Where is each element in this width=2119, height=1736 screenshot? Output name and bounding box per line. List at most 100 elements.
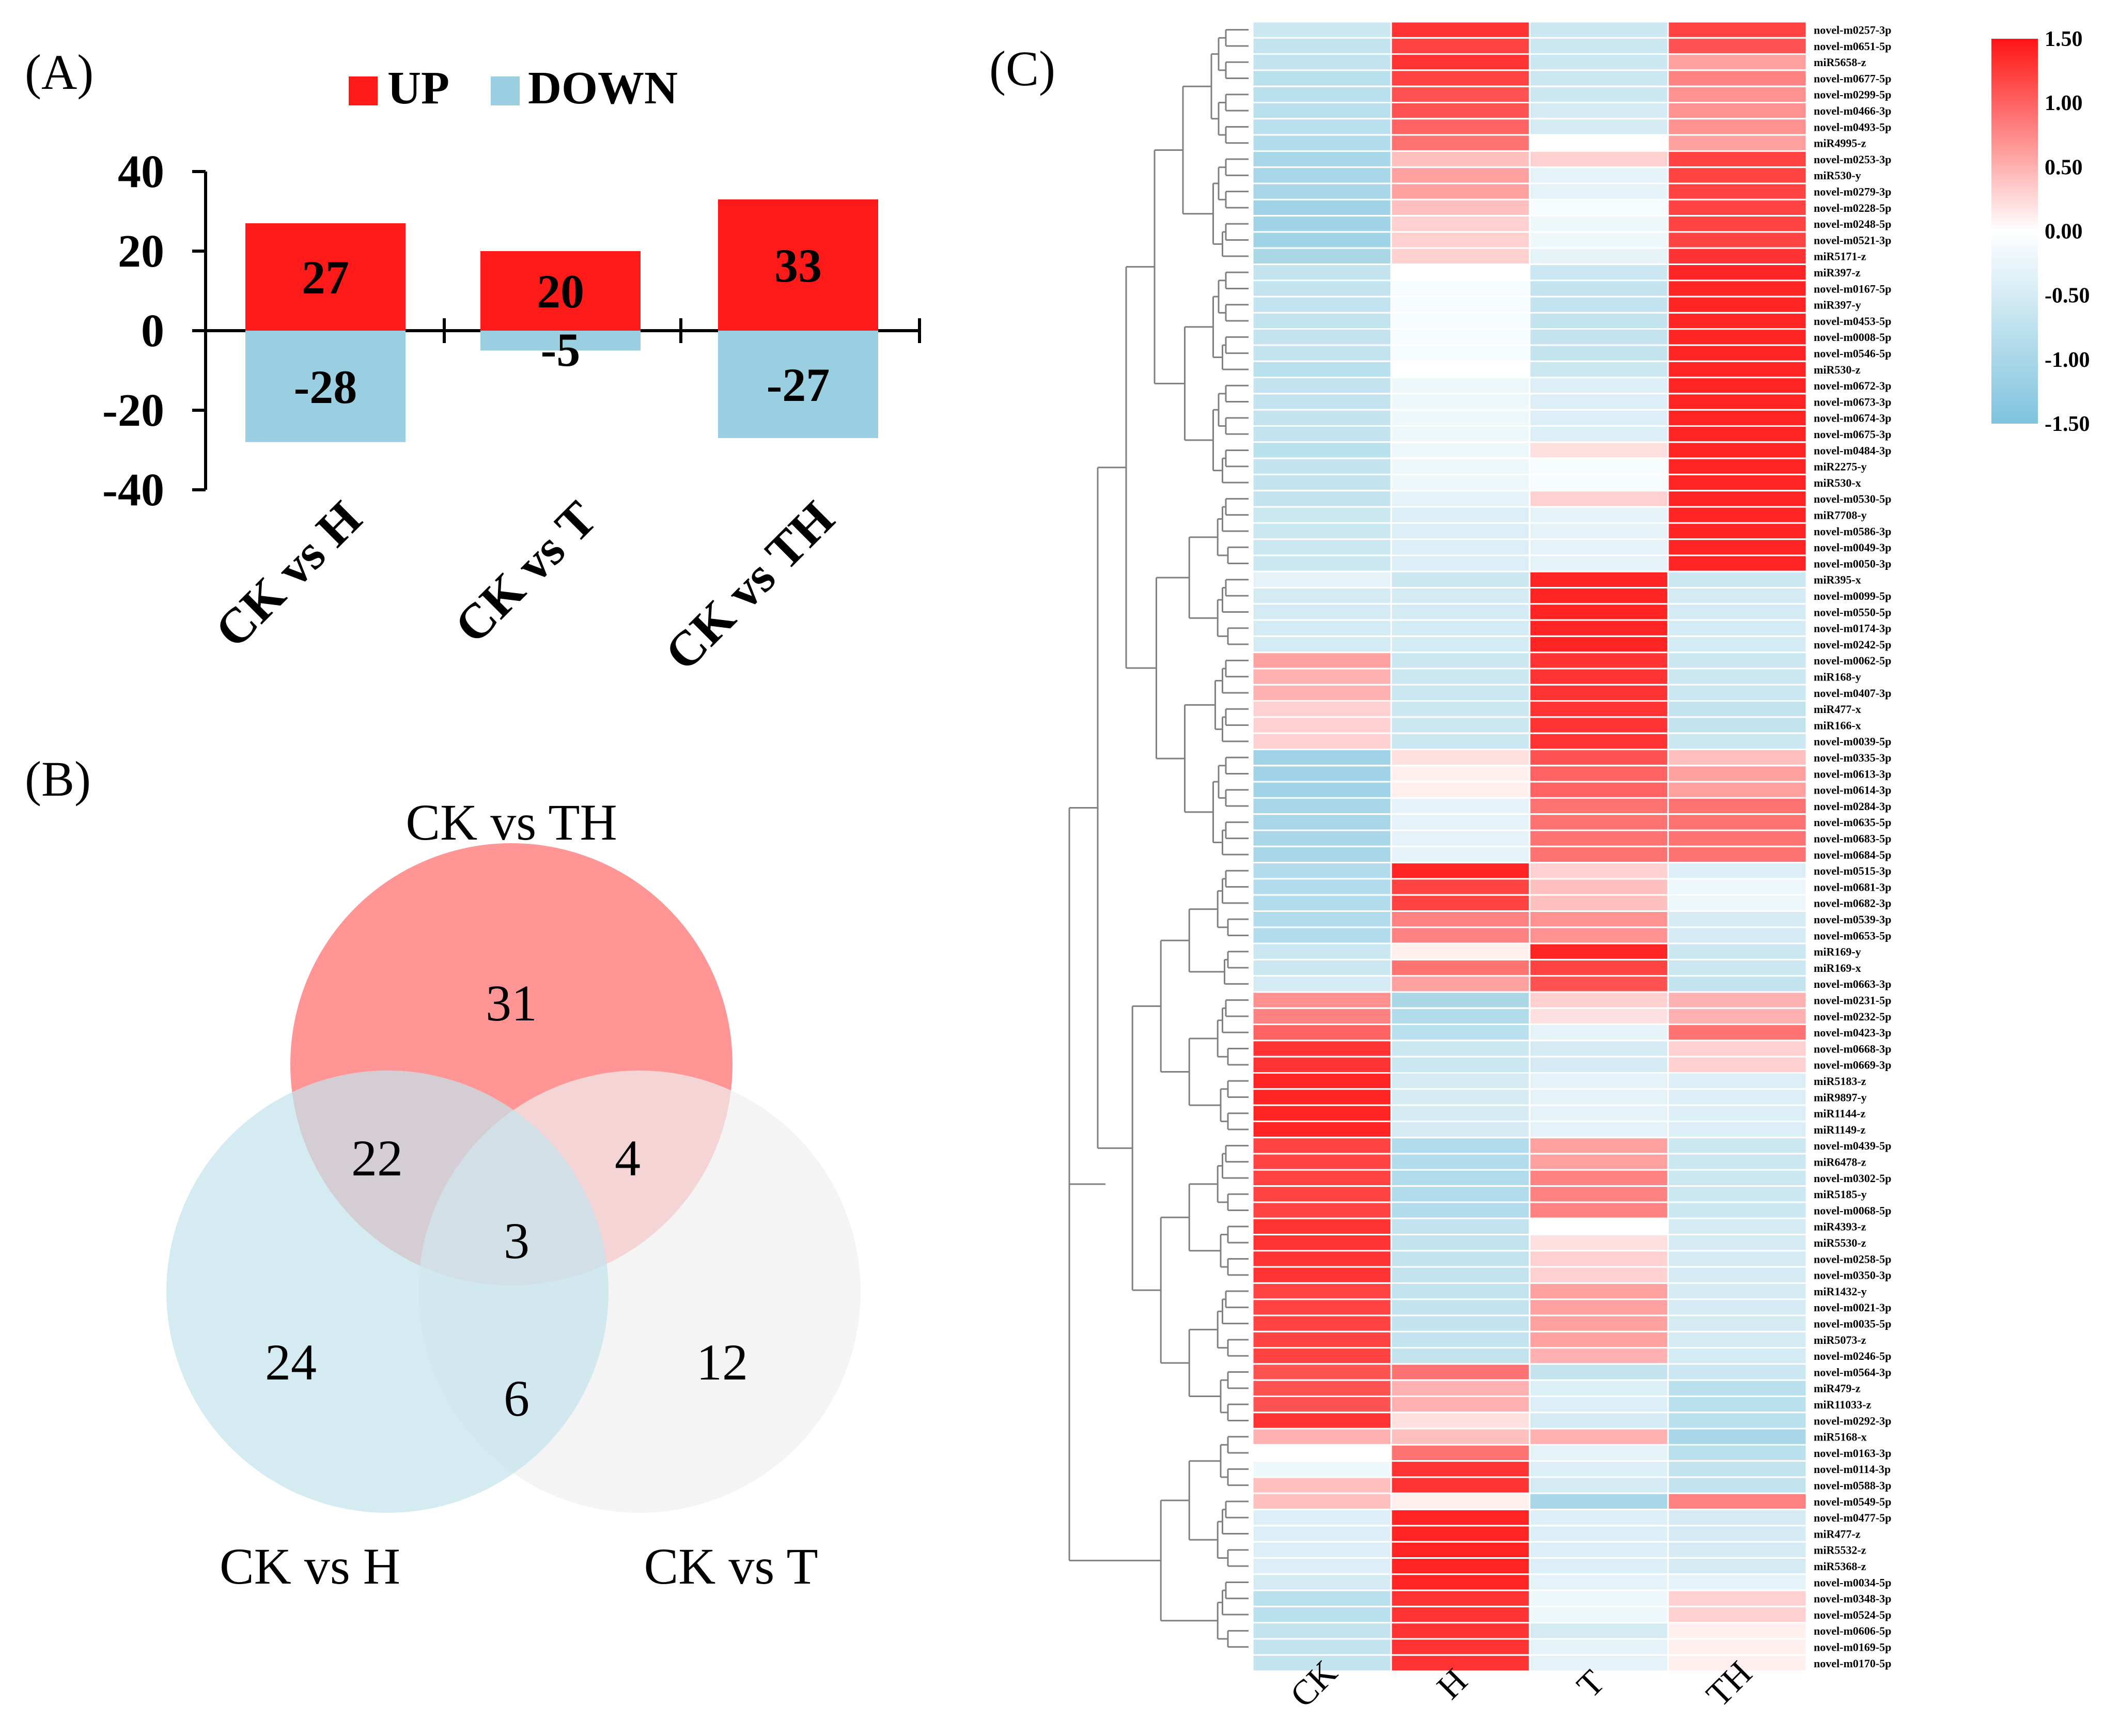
row-label-novel-m0466-3p: novel-m0466-3p bbox=[1814, 104, 1891, 117]
heatmap-cell-novel-m0673-3p-t bbox=[1529, 393, 1669, 411]
bar-label-up-ck-vs-h: 27 bbox=[302, 251, 349, 304]
heatmap-cell-novel-m0466-3p-th bbox=[1667, 102, 1808, 120]
row-label-novel-m0231-5p: novel-m0231-5p bbox=[1814, 994, 1891, 1006]
heatmap-cell-novel-m0672-3p-h bbox=[1390, 377, 1531, 395]
x-ticks bbox=[443, 318, 921, 343]
row-label-novel-m0546-5p: novel-m0546-5p bbox=[1814, 347, 1891, 360]
heatmap-cell-mir166-x-h bbox=[1390, 716, 1531, 734]
heatmap-cell-mir169-x-th bbox=[1667, 958, 1808, 977]
heatmap-cell-novel-m0163-3p-ck bbox=[1252, 1444, 1392, 1462]
heatmap-cell-mir5368-z-t bbox=[1529, 1557, 1669, 1575]
heatmap-cell-novel-m0586-3p-ck bbox=[1252, 522, 1392, 540]
heatmap-cell-novel-m0008-5p-th bbox=[1667, 328, 1808, 346]
heatmap-cell-novel-m0284-3p-t bbox=[1529, 797, 1669, 815]
row-label-novel-m0672-3p: novel-m0672-3p bbox=[1814, 379, 1891, 392]
row-label-mir5368-z: miR5368-z bbox=[1814, 1560, 1866, 1573]
heatmap-cell-mir5171-z-th bbox=[1667, 247, 1808, 266]
heatmap-cell-novel-m0683-5p-th bbox=[1667, 829, 1808, 847]
heatmap-cell-mir169-y-th bbox=[1667, 942, 1808, 960]
y-tick-label-20: -20 bbox=[102, 385, 164, 436]
heatmap-cell-novel-m0672-3p-th bbox=[1667, 377, 1808, 395]
heatmap-cell-novel-m0684-5p-ck bbox=[1252, 845, 1392, 864]
row-label-novel-m0174-3p: novel-m0174-3p bbox=[1814, 622, 1891, 635]
heatmap-cell-novel-m0586-3p-th bbox=[1667, 522, 1808, 540]
row-label-mir530-x: miR530-x bbox=[1814, 476, 1861, 489]
row-label-mir477-x: miR477-x bbox=[1814, 703, 1861, 716]
row-label-novel-m0302-5p: novel-m0302-5p bbox=[1814, 1172, 1891, 1185]
heatmap-cell-novel-m0493-5p-th bbox=[1667, 118, 1808, 136]
heatmap-cell-novel-m0588-3p-ck bbox=[1252, 1476, 1392, 1494]
heatmap-cell-novel-m0246-5p-ck bbox=[1252, 1347, 1392, 1365]
heatmap-cell-mir395-x-h bbox=[1390, 570, 1531, 588]
heatmap-cell-novel-m0242-5p-t bbox=[1529, 635, 1669, 654]
heatmap-cell-novel-m0050-3p-ck bbox=[1252, 554, 1392, 572]
row-label-novel-m0348-3p: novel-m0348-3p bbox=[1814, 1592, 1891, 1605]
heatmap-cell-novel-m0348-3p-h bbox=[1390, 1589, 1531, 1607]
heatmap-cell-mir5185-y-ck bbox=[1252, 1185, 1392, 1203]
venn-set-label-ck-vs-th: CK vs TH bbox=[406, 794, 617, 851]
row-label-mir5171-z: miR5171-z bbox=[1814, 250, 1866, 263]
heatmap-cell-mir395-x-ck bbox=[1252, 570, 1392, 588]
heatmap-cell-mir5171-z-t bbox=[1529, 247, 1669, 266]
heatmap-cell-novel-m0453-5p-t bbox=[1529, 312, 1669, 330]
heatmap-cell-novel-m0232-5p-th bbox=[1667, 1007, 1808, 1026]
bar-label-up-ck-vs-th: 33 bbox=[774, 239, 822, 292]
heatmap-cell-novel-m0635-5p-ck bbox=[1252, 813, 1392, 831]
heatmap-cell-mir11033-z-ck bbox=[1252, 1396, 1392, 1414]
heatmap-cell-novel-m0174-3p-th bbox=[1667, 619, 1808, 637]
heatmap-cell-novel-m0292-3p-ck bbox=[1252, 1412, 1392, 1430]
heatmap-cell-novel-m0614-3p-t bbox=[1529, 781, 1669, 799]
heatmap-cell-novel-m0407-3p-h bbox=[1390, 684, 1531, 702]
row-label-novel-m0167-5p: novel-m0167-5p bbox=[1814, 282, 1891, 295]
legend-down-swatch bbox=[491, 76, 520, 105]
row-label-novel-m0668-3p: novel-m0668-3p bbox=[1814, 1042, 1891, 1055]
heatmap-cell-novel-m0668-3p-th bbox=[1667, 1040, 1808, 1058]
heatmap-cell-novel-m0068-5p-ck bbox=[1252, 1201, 1392, 1219]
heatmap-cell-novel-m0099-5p-h bbox=[1390, 587, 1531, 605]
heatmap-cell-mir5530-z-t bbox=[1529, 1234, 1669, 1252]
heatmap-cell-mir11033-z-th bbox=[1667, 1396, 1808, 1414]
legend: UP DOWN bbox=[349, 63, 678, 114]
heatmap-cell-novel-m0653-5p-th bbox=[1667, 926, 1808, 944]
heatmap-cell-mir5171-z-ck bbox=[1252, 247, 1392, 266]
heatmap-cell-mir169-x-t bbox=[1529, 958, 1669, 977]
heatmap-cell-novel-m0021-3p-ck bbox=[1252, 1298, 1392, 1316]
heatmap-cell-mir168-y-ck bbox=[1252, 668, 1392, 686]
heatmap-cell-novel-m0439-5p-h bbox=[1390, 1137, 1531, 1155]
heatmap-cell-novel-m0439-5p-ck bbox=[1252, 1137, 1392, 1155]
heatmap-cell-novel-m0034-5p-ck bbox=[1252, 1573, 1392, 1591]
heatmap-cell-novel-m0663-3p-h bbox=[1390, 975, 1531, 993]
heatmap-cell-novel-m0613-3p-t bbox=[1529, 765, 1669, 783]
heatmap-cell-novel-m0515-3p-th bbox=[1667, 862, 1808, 880]
row-label-mir5530-z: miR5530-z bbox=[1814, 1236, 1866, 1249]
row-label-novel-m0673-3p: novel-m0673-3p bbox=[1814, 395, 1891, 408]
row-label-mir4995-z: miR4995-z bbox=[1814, 137, 1866, 150]
heatmap-cell-mir5073-z-ck bbox=[1252, 1330, 1392, 1349]
heatmap-cell-novel-m0669-3p-h bbox=[1390, 1056, 1531, 1074]
row-label-novel-m0614-3p: novel-m0614-3p bbox=[1814, 784, 1891, 797]
heatmap-cell-novel-m0423-3p-h bbox=[1390, 1024, 1531, 1042]
heatmap-cell-novel-m0549-5p-ck bbox=[1252, 1492, 1392, 1511]
heatmap-cell-novel-m0099-5p-t bbox=[1529, 587, 1669, 605]
heatmap-cell-novel-m0614-3p-ck bbox=[1252, 781, 1392, 799]
row-label-novel-m0588-3p: novel-m0588-3p bbox=[1814, 1479, 1891, 1492]
heatmap-cell-mir4995-z-th bbox=[1667, 134, 1808, 152]
heatmap-cell-novel-m0675-3p-h bbox=[1390, 425, 1531, 443]
heatmap-cell-novel-m0515-3p-ck bbox=[1252, 862, 1392, 880]
heatmap-cell-novel-m0050-3p-th bbox=[1667, 554, 1808, 572]
row-label-novel-m0613-3p: novel-m0613-3p bbox=[1814, 767, 1891, 780]
heatmap-cell-mir5171-z-h bbox=[1390, 247, 1531, 266]
heatmap-cell-novel-m0677-5p-t bbox=[1529, 69, 1669, 87]
heatmap-cell-novel-m0606-5p-th bbox=[1667, 1622, 1808, 1640]
heatmap-cell-novel-m0423-3p-th bbox=[1667, 1024, 1808, 1042]
heatmap-cell-novel-m0348-3p-th bbox=[1667, 1589, 1808, 1607]
heatmap-cell-novel-m0035-5p-ck bbox=[1252, 1314, 1392, 1332]
heatmap-cell-novel-m0232-5p-ck bbox=[1252, 1007, 1392, 1026]
row-label-novel-m0564-3p: novel-m0564-3p bbox=[1814, 1366, 1891, 1378]
row-label-novel-m0062-5p: novel-m0062-5p bbox=[1814, 654, 1891, 667]
heatmap-cell-mir5073-z-th bbox=[1667, 1330, 1808, 1349]
heatmap-cell-novel-m0466-3p-t bbox=[1529, 102, 1669, 120]
row-label-novel-m0257-3p: novel-m0257-3p bbox=[1814, 23, 1891, 36]
heatmap-cell-novel-m0169-5p-h bbox=[1390, 1638, 1531, 1656]
heatmap-cell-novel-m0302-5p-t bbox=[1529, 1169, 1669, 1187]
